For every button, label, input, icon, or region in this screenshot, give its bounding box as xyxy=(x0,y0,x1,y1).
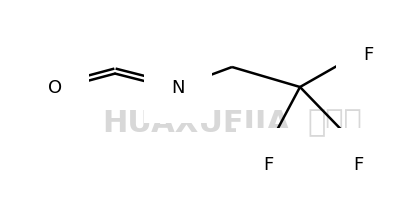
Text: N: N xyxy=(171,79,185,96)
Text: HUAXUEJIA: HUAXUEJIA xyxy=(102,108,291,137)
Text: O: O xyxy=(48,79,62,96)
Text: 化学加: 化学加 xyxy=(307,108,362,137)
Text: F: F xyxy=(353,155,363,173)
Text: F: F xyxy=(263,155,273,173)
Text: F: F xyxy=(363,46,373,64)
